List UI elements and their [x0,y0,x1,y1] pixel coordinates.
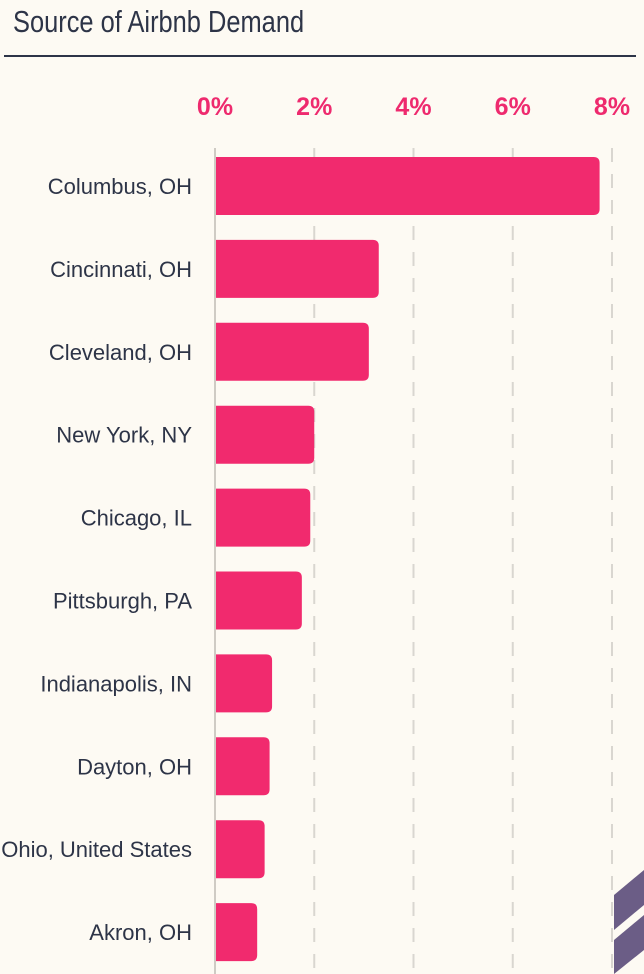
x-tick-label: 4% [395,93,431,121]
category-label: Ohio, United States [1,837,192,862]
x-tick-label: 8% [594,93,630,121]
category-label: Chicago, IL [81,506,192,531]
bar [215,239,379,298]
corner-stripes-decoration [614,870,644,974]
category-label: Cleveland, OH [49,340,192,365]
stripe [614,915,644,974]
category-label: Akron, OH [89,920,192,945]
bar [215,322,369,381]
chart-title: Source of Airbnb Demand [13,4,305,39]
bar [215,654,273,713]
bar [215,903,258,962]
x-tick-label: 0% [197,93,233,121]
bars [215,157,600,962]
category-labels: Columbus, OH Cincinnati, OH Cleveland, OH N… [1,174,192,945]
bar [215,737,270,796]
category-label: Cincinnati, OH [50,257,192,282]
x-tick-label: 2% [296,93,332,121]
x-tick-label: 6% [495,93,531,121]
category-label: Pittsburgh, PA [53,589,192,614]
bar [215,820,265,879]
category-label: Indianapolis, IN [40,671,192,696]
bar [215,571,302,630]
bar [215,405,315,464]
bar [215,157,600,215]
stripe [614,870,644,930]
bar [215,488,311,547]
category-label: Columbus, OH [48,174,192,199]
chart-header: Source of Airbnb Demand [4,0,636,57]
category-label: New York, NY [56,423,192,448]
category-label: Dayton, OH [77,754,192,779]
x-axis-ticks: 0% 2% 4% 6% 8% [197,93,630,121]
